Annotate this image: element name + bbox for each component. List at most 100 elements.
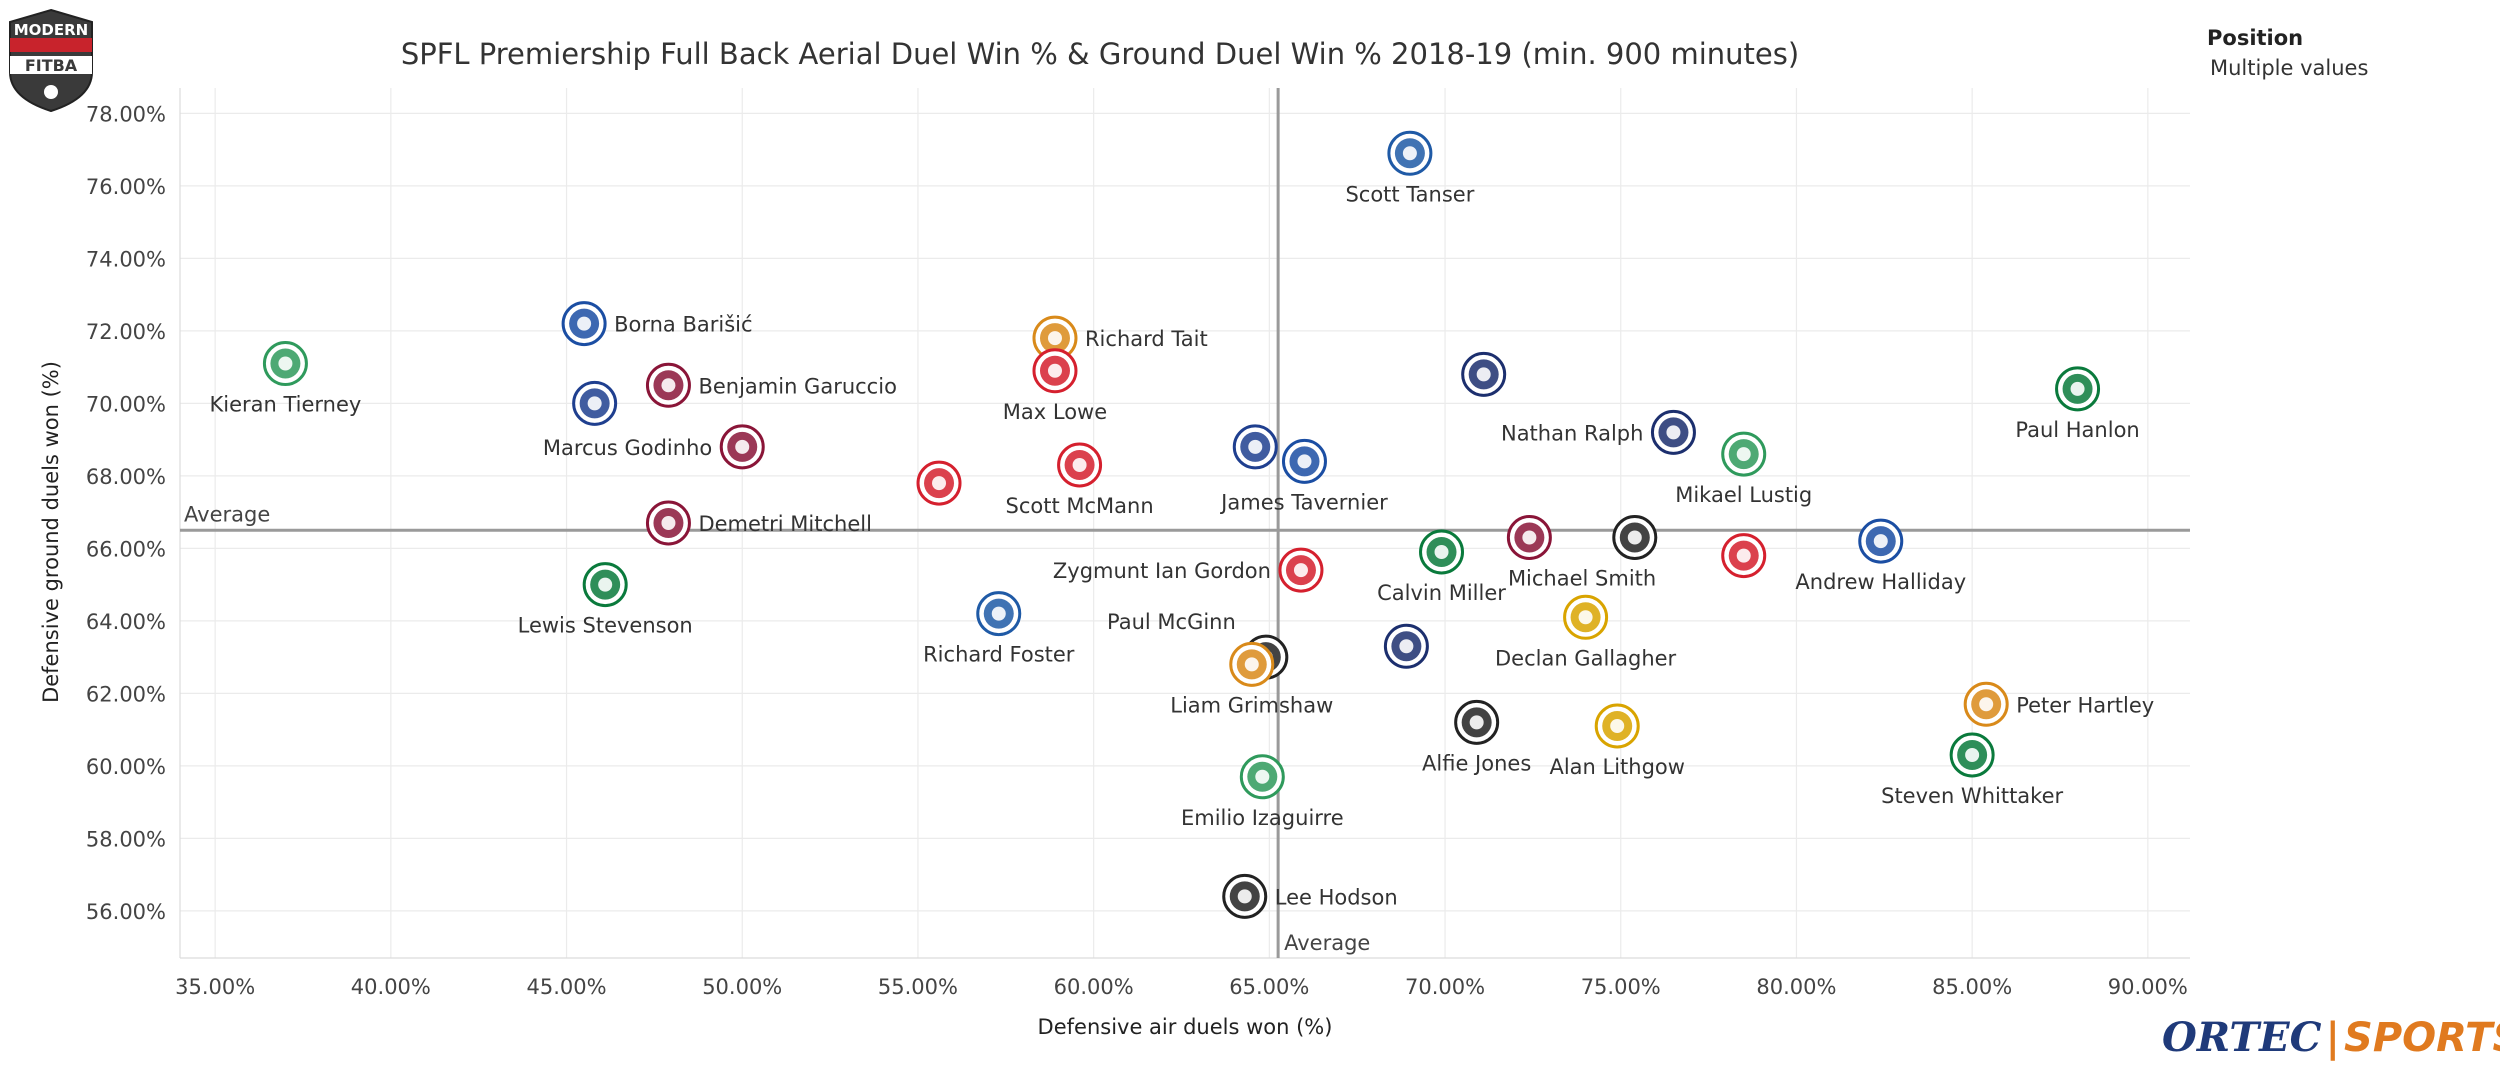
data-point[interactable]	[1032, 348, 1078, 394]
point-label: Alan Lithgow	[1549, 755, 1685, 779]
crest-center-icon	[577, 316, 592, 331]
data-point[interactable]	[1032, 315, 1078, 361]
crest-center-icon	[1476, 367, 1491, 382]
crest-center-icon	[1627, 530, 1642, 545]
x-tick-label: 85.00%	[1932, 975, 2012, 999]
crest-center-icon	[1736, 447, 1751, 462]
crest-center-icon	[1399, 639, 1414, 654]
crest-center-icon	[991, 606, 1006, 621]
data-point[interactable]	[1057, 442, 1103, 488]
point-label: Declan Gallagher	[1495, 646, 1677, 670]
data-point[interactable]	[262, 341, 308, 386]
y-tick-label: 58.00%	[86, 827, 166, 851]
data-point[interactable]	[561, 301, 607, 347]
data-point[interactable]	[582, 562, 628, 608]
crest-center-icon	[587, 396, 602, 411]
crest-center-icon	[1237, 889, 1252, 904]
average-y-label: Average	[184, 502, 270, 526]
point-label: Max Lowe	[1003, 400, 1107, 424]
data-point[interactable]	[1419, 529, 1465, 575]
crest-center-icon	[1072, 458, 1087, 472]
data-point[interactable]	[1229, 641, 1275, 687]
data-point[interactable]	[645, 500, 691, 546]
crest-center-icon	[1610, 719, 1625, 733]
point-label: Lewis Stevenson	[518, 614, 693, 638]
average-lines: Average Average	[180, 88, 2190, 958]
crest-center-icon	[1047, 331, 1062, 346]
crest-center-icon	[735, 439, 750, 454]
crest-center-icon	[1873, 534, 1888, 549]
y-tick-label: 70.00%	[86, 392, 166, 416]
point-label: Richard Foster	[923, 643, 1075, 667]
data-point[interactable]	[1454, 699, 1500, 745]
crest-center-icon	[661, 516, 676, 530]
crest-center-icon	[1522, 530, 1537, 545]
crest-center-icon	[598, 577, 613, 592]
data-point[interactable]	[1650, 409, 1696, 455]
point-label: Andrew Halliday	[1795, 570, 1966, 594]
logo-ball-icon	[44, 85, 58, 99]
data-point[interactable]	[1383, 623, 1429, 669]
data-point[interactable]	[1721, 533, 1767, 579]
data-point[interactable]	[1506, 515, 1552, 560]
point-label: Scott McMann	[1006, 494, 1154, 518]
point-label: Paul McGinn	[1107, 610, 1236, 634]
crest-center-icon	[1293, 563, 1308, 578]
x-tick-label: 90.00%	[2108, 975, 2188, 999]
x-tick-label: 35.00%	[175, 975, 255, 999]
data-point[interactable]	[1949, 732, 1995, 778]
point-label: Peter Hartley	[2016, 693, 2154, 717]
data-point[interactable]	[2055, 366, 2101, 412]
point-label: Steven Whittaker	[1881, 784, 2063, 808]
crest-center-icon	[1979, 697, 1994, 712]
point-label: Alfie Jones	[1422, 751, 1531, 775]
tick-labels: 35.00% 40.00% 45.00% 50.00% 55.00% 60.00% 65.0…	[86, 102, 2188, 999]
data-point[interactable]	[1278, 547, 1324, 593]
data-point[interactable]	[572, 380, 618, 426]
brand-part-sports: SPORTS	[2344, 1015, 2500, 1061]
point-label: Calvin Miller	[1377, 581, 1506, 605]
data-point[interactable]	[916, 460, 962, 506]
data-point[interactable]	[1858, 518, 1904, 564]
modern-fitba-logo: MODERN FITBA	[9, 8, 93, 113]
data-point[interactable]	[645, 362, 691, 408]
point-label: Nathan Ralph	[1501, 421, 1643, 445]
crest-center-icon	[1255, 769, 1270, 784]
data-point[interactable]	[1239, 754, 1285, 800]
data-point[interactable]	[1721, 431, 1767, 477]
x-tick-label: 65.00%	[1229, 975, 1309, 999]
brand-separator: |	[2325, 1014, 2341, 1061]
data-point[interactable]	[1963, 681, 2009, 727]
grid-lines	[179, 88, 2190, 959]
crest-center-icon	[1469, 715, 1484, 730]
point-label: Mikael Lustig	[1675, 483, 1812, 507]
data-point[interactable]	[1612, 515, 1658, 560]
crest-center-icon	[278, 356, 293, 371]
chart-title: SPFL Premiership Full Back Aerial Duel W…	[401, 37, 1799, 71]
crest-center-icon	[1736, 548, 1751, 563]
crest-center-icon	[1047, 363, 1062, 378]
crest-center-icon	[1578, 610, 1593, 625]
legend-filter-value[interactable]: Multiple values	[2210, 56, 2369, 80]
data-point[interactable]	[1222, 873, 1268, 919]
data-point[interactable]	[1232, 424, 1278, 470]
x-tick-label: 70.00%	[1405, 975, 1485, 999]
crest-center-icon	[1402, 146, 1417, 161]
x-axis-title: Defensive air duels won (%)	[1038, 1015, 1333, 1039]
crest-center-icon	[1297, 454, 1312, 469]
point-label: Demetri Mitchell	[698, 512, 871, 536]
data-point[interactable]	[976, 591, 1022, 637]
y-tick-label: 64.00%	[86, 610, 166, 634]
brand-part-ortec: ORTEC	[2162, 1014, 2322, 1061]
y-tick-label: 62.00%	[86, 682, 166, 706]
ortec-sports-brand: ORTEC|SPORTS	[2162, 1014, 2500, 1061]
crest-center-icon	[1244, 657, 1259, 672]
data-point[interactable]	[1563, 594, 1609, 640]
data-point[interactable]	[1281, 438, 1327, 484]
data-point[interactable]	[719, 424, 765, 470]
y-tick-label: 72.00%	[86, 320, 166, 344]
data-point[interactable]	[1594, 703, 1640, 749]
data-point[interactable]	[1461, 351, 1507, 397]
data-point[interactable]	[1387, 130, 1433, 176]
y-tick-label: 78.00%	[86, 102, 166, 126]
